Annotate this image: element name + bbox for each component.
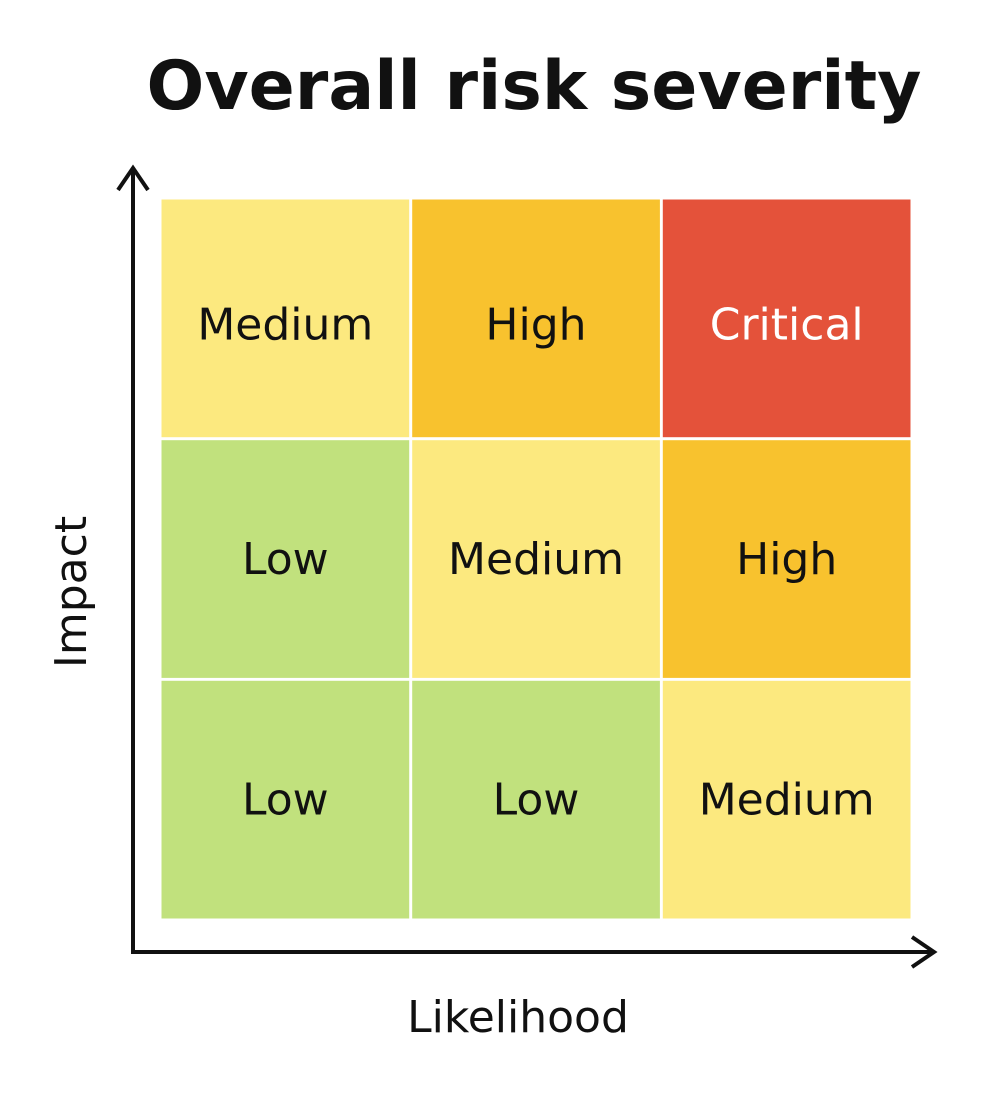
chart-title: Overall risk severity bbox=[146, 47, 922, 126]
matrix-cell-label-r2-c1: Low bbox=[242, 534, 329, 585]
matrix-cell-label-r1-c3: Critical bbox=[710, 299, 864, 350]
matrix-cell-r2-c2 bbox=[412, 440, 660, 678]
matrix-cell-label-r2-c2: Medium bbox=[448, 534, 624, 585]
axes bbox=[116, 164, 938, 969]
matrix-cell-label-r3-c2: Low bbox=[493, 775, 580, 826]
x-axis-label: Likelihood bbox=[407, 992, 629, 1043]
matrix-cell-label-r1-c1: Medium bbox=[197, 299, 373, 350]
matrix-cell-label-r1-c2: High bbox=[485, 299, 586, 350]
matrix-cell-r1-c2 bbox=[412, 199, 660, 438]
x-axis-arrow-icon bbox=[910, 935, 938, 969]
matrix-cell-label-r3-c1: Low bbox=[242, 775, 329, 826]
matrix-cell-r1-c1 bbox=[161, 199, 410, 438]
y-axis-arrow-icon bbox=[116, 164, 150, 192]
matrix-cell-r2-c3 bbox=[662, 440, 911, 678]
matrix-cell-r1-c3 bbox=[662, 199, 911, 438]
matrix-cell-r3-c3 bbox=[662, 680, 911, 919]
matrix-cell-label-r3-c3: Medium bbox=[699, 775, 875, 826]
matrix-cells: Medium High Critical Low Medium High Low Low Med… bbox=[161, 199, 911, 919]
y-axis-label: Impact bbox=[46, 516, 97, 668]
matrix-cell-r3-c2 bbox=[412, 680, 660, 919]
matrix-cell-r3-c1 bbox=[161, 680, 410, 919]
matrix-cell-label-r2-c3: High bbox=[736, 534, 837, 585]
matrix-cell-r2-c1 bbox=[161, 440, 410, 678]
